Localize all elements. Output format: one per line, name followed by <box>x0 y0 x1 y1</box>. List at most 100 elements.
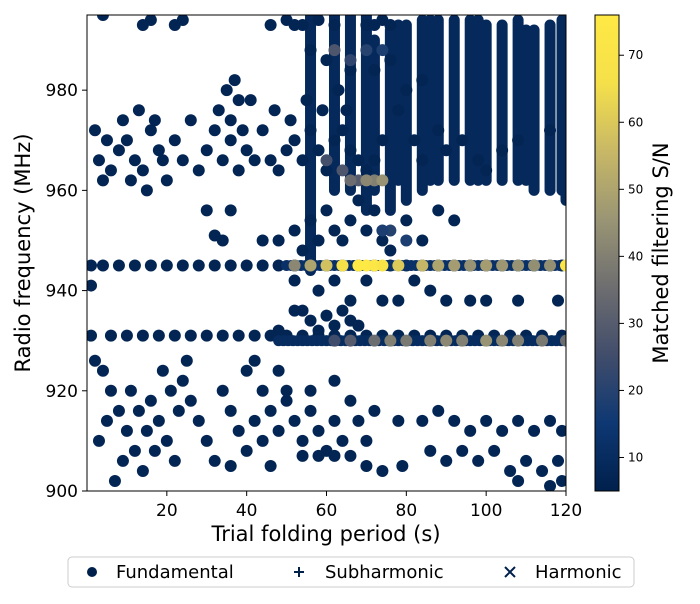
data-point <box>232 164 245 177</box>
data-point <box>360 459 373 472</box>
data-point <box>272 164 285 177</box>
data-point <box>280 384 293 397</box>
data-point <box>520 454 533 467</box>
data-point <box>264 404 277 417</box>
data-point <box>296 244 309 257</box>
snr-point <box>416 259 429 272</box>
colorbar-gradient <box>594 14 620 492</box>
data-point <box>248 329 261 342</box>
data-point <box>288 414 301 427</box>
data-point <box>384 244 397 257</box>
data-point <box>480 294 493 307</box>
snr-point <box>544 259 557 272</box>
legend-entry-harmonic: Harmonic <box>535 562 622 583</box>
data-point <box>544 479 557 491</box>
data-point <box>136 164 149 177</box>
x-tick-label: 120 <box>550 501 582 521</box>
data-point <box>140 424 153 437</box>
data-point <box>480 164 493 177</box>
data-point <box>352 414 365 427</box>
data-point <box>136 464 149 477</box>
data-point <box>144 124 157 137</box>
data-point <box>344 449 357 462</box>
data-point <box>168 134 181 147</box>
data-point <box>408 134 421 147</box>
data-point <box>144 259 157 272</box>
data-point <box>240 144 253 157</box>
data-point <box>216 154 229 167</box>
data-point <box>88 354 101 367</box>
data-point <box>544 414 557 427</box>
snr-point <box>344 334 357 347</box>
data-point <box>392 414 405 427</box>
data-point <box>256 384 269 397</box>
data-point <box>344 64 357 77</box>
data-point <box>224 259 237 272</box>
data-point <box>332 84 345 97</box>
data-point <box>512 414 525 427</box>
data-point <box>100 134 113 147</box>
data-point <box>284 114 297 127</box>
data-point <box>224 114 237 127</box>
data-point <box>248 154 261 167</box>
data-point <box>528 424 541 437</box>
data-point <box>87 329 97 342</box>
snr-point <box>528 259 541 272</box>
data-point <box>304 44 317 57</box>
snr-point <box>376 44 389 57</box>
data-point <box>200 144 213 157</box>
legend-frame <box>67 556 635 588</box>
colorbar-tick-label: 30 <box>628 316 643 330</box>
colorbar-tick-label: 50 <box>628 182 643 196</box>
data-point <box>416 414 429 427</box>
snr-point <box>392 259 405 272</box>
data-point <box>124 174 137 187</box>
data-point <box>232 329 245 342</box>
snr-point <box>440 334 453 347</box>
snr-point <box>328 334 341 347</box>
data-point <box>440 294 453 307</box>
legend[interactable]: Fundamental Subharmonic Harmonic <box>67 556 635 588</box>
data-point <box>328 274 341 287</box>
data-point <box>496 424 509 437</box>
data-point <box>128 444 141 457</box>
y-axis-ticks: 900 920 940 960 980 <box>46 81 87 502</box>
data-point <box>116 114 129 127</box>
data-point <box>164 384 177 397</box>
data-point <box>240 259 253 272</box>
data-point <box>140 184 153 197</box>
data-point <box>112 144 125 157</box>
data-point <box>256 124 269 137</box>
data-point <box>200 434 213 447</box>
x-axis-ticks: 20 40 60 80 100 120 <box>156 491 582 521</box>
data-point <box>96 15 109 21</box>
snr-point <box>400 234 413 247</box>
data-point <box>272 259 285 272</box>
data-point <box>184 394 197 407</box>
data-point <box>384 54 397 67</box>
data-point <box>336 304 349 317</box>
data-point <box>396 459 409 472</box>
data-point <box>312 15 325 27</box>
y-tick-label: 940 <box>46 282 78 302</box>
data-point <box>128 259 141 272</box>
snr-point <box>400 334 413 347</box>
data-point <box>424 444 437 457</box>
data-point <box>336 434 349 447</box>
snr-point <box>480 259 493 272</box>
data-point <box>152 414 165 427</box>
colorbar-tick-label: 40 <box>628 249 643 263</box>
snr-point <box>448 259 461 272</box>
data-point <box>328 19 341 32</box>
snr-point <box>496 259 509 272</box>
data-point <box>556 474 566 487</box>
data-point <box>272 424 285 437</box>
data-point <box>96 174 109 187</box>
data-point <box>304 314 317 327</box>
data-point <box>244 94 257 107</box>
data-point <box>392 104 405 117</box>
data-point <box>312 234 325 247</box>
colorbar-tick-label: 10 <box>628 450 643 464</box>
data-point <box>512 474 525 487</box>
data-point <box>100 414 113 427</box>
